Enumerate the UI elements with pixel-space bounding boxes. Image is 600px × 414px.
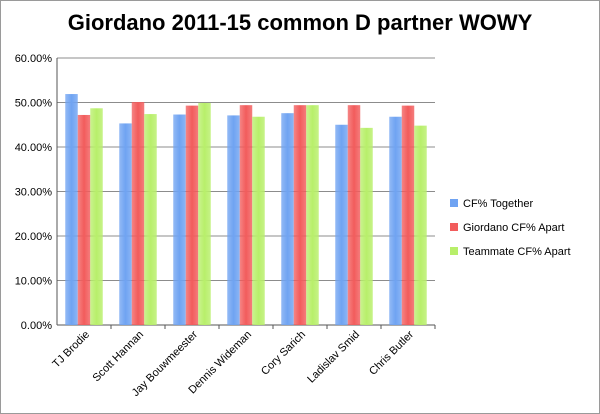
y-tick-label: 20.00% [15,231,53,243]
x-tick-label: Chris Butler [367,328,416,377]
bar-cf-together-chris-butler [389,116,402,326]
legend-swatch-teammate-cf-apart [450,247,458,255]
y-tick-label: 10.00% [15,276,53,288]
bar-teammate-cf-apart-scott-hannan [144,114,157,325]
legend-label-cf-together: CF% Together [463,198,533,210]
x-tick-label: Scott Hannan [91,329,147,385]
bar-cf-together-jay-bouwmeester [173,114,186,325]
bar-cf-together-cory-sarich [281,113,294,326]
y-tick-label: 40.00% [15,142,53,154]
x-tick-label: TJ Brodie [50,329,92,371]
chart-title: Giordano 2011-15 common D partner WOWY [67,10,533,35]
bars [65,94,427,326]
bar-giordano-cf-apart-chris-butler [401,105,415,326]
legend-swatch-giordano-cf-apart [450,223,458,231]
bar-cf-together-ladislav-smid [335,124,348,325]
bar-teammate-cf-apart-jay-bouwmeester [198,102,211,325]
bar-giordano-cf-apart-tj-brodie [77,114,91,326]
y-tick-label: 0.00% [21,320,52,332]
bar-teammate-cf-apart-dennis-wideman [252,116,265,326]
legend-label-giordano-cf-apart: Giordano CF% Apart [463,222,565,234]
bar-cf-together-tj-brodie [65,94,78,325]
bar-giordano-cf-apart-cory-sarich [293,105,307,325]
bar-cf-together-scott-hannan [119,123,132,325]
legend-label-teammate-cf-apart: Teammate CF% Apart [463,246,571,258]
legend: CF% Together Giordano CF% Apart Teammate C… [450,198,571,258]
x-tick-label: Ladislav Smid [305,329,362,386]
bar-teammate-cf-apart-ladislav-smid [360,127,373,326]
bar-giordano-cf-apart-dennis-wideman [239,105,253,325]
legend-swatch-cf-together [450,199,458,207]
bar-giordano-cf-apart-scott-hannan [131,102,145,326]
y-tick-label: 60.00% [15,53,53,65]
bar-giordano-cf-apart-ladislav-smid [347,105,361,325]
bar-cf-together-dennis-wideman [227,115,240,325]
y-tick-label: 50.00% [15,98,53,110]
bar-teammate-cf-apart-tj-brodie [90,108,103,325]
y-tick-label: 30.00% [15,187,53,199]
bar-giordano-cf-apart-jay-bouwmeester [185,105,199,326]
bar-teammate-cf-apart-chris-butler [414,125,427,325]
bar-teammate-cf-apart-cory-sarich [306,105,319,325]
x-tick-label: Cory Sarich [259,329,308,378]
